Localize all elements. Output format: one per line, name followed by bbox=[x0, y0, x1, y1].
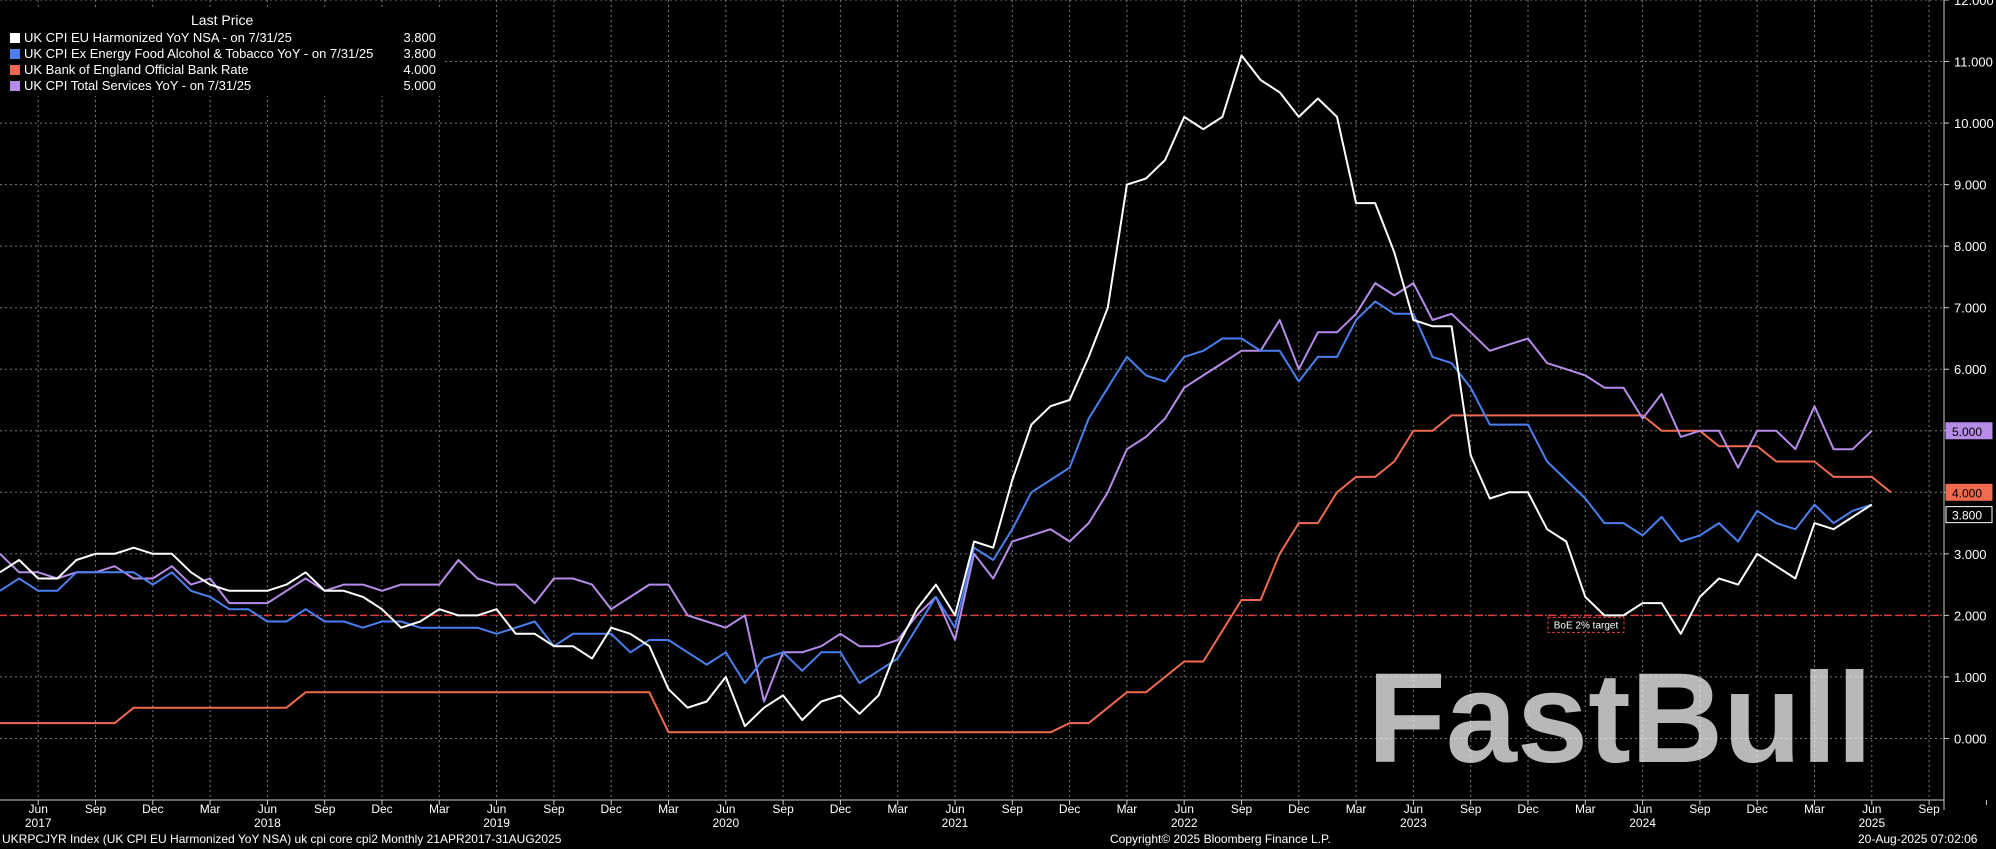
x-tick-label: Jun bbox=[716, 802, 735, 816]
x-tick-label: Dec bbox=[1517, 802, 1538, 816]
x-year-label: 2021 bbox=[942, 816, 969, 830]
x-tick-label: Sep bbox=[1231, 802, 1253, 816]
x-year-label: 2020 bbox=[712, 816, 739, 830]
series-lines bbox=[0, 54, 1892, 734]
last-value-tag bbox=[1945, 483, 1993, 501]
y-axis-background bbox=[1944, 0, 1996, 830]
y-tick-label: 3.000 bbox=[1954, 547, 1987, 562]
x-tick-label: Sep bbox=[543, 802, 565, 816]
last-value-tag-text: 4.000 bbox=[1952, 486, 1982, 500]
legend-label: UK CPI EU Harmonized YoY NSA - on 7/31/2… bbox=[24, 30, 292, 45]
legend-item-hicp[interactable]: UK CPI EU Harmonized YoY NSA - on 7/31/2… bbox=[4, 30, 436, 45]
y-tick-label: 10.000 bbox=[1954, 116, 1994, 131]
legend-item-services-cpi[interactable]: UK CPI Total Services YoY - on 7/31/25 5… bbox=[4, 78, 436, 93]
x-tick-label: Mar bbox=[1575, 802, 1596, 816]
y-tick-label: 8.000 bbox=[1954, 239, 1987, 254]
x-tick-label: Jun bbox=[29, 802, 48, 816]
grid-lines bbox=[0, 0, 1987, 800]
x-tick-label: Dec bbox=[830, 802, 851, 816]
y-tick-label: 12.000 bbox=[1954, 0, 1994, 8]
x-year-label: 2022 bbox=[1171, 816, 1198, 830]
footer-timestamp: 20-Aug-2025 07:02:06 bbox=[1858, 832, 1978, 846]
x-tick-label: Sep bbox=[1002, 802, 1024, 816]
boe-target-label-box bbox=[1547, 616, 1625, 633]
last-value-tag-text: 3.800 bbox=[1952, 509, 1982, 523]
series-line bbox=[0, 414, 1892, 734]
x-tick-label: Jun bbox=[1404, 802, 1423, 816]
x-tick-label: Mar bbox=[1117, 802, 1138, 816]
legend-label: UK Bank of England Official Bank Rate bbox=[24, 62, 249, 77]
y-tick-label: 6.000 bbox=[1954, 362, 1987, 377]
y-tick-label: 11.000 bbox=[1954, 55, 1993, 70]
legend: Last Price UK CPI EU Harmonized YoY NSA … bbox=[0, 8, 442, 96]
y-tick-label: 7.000 bbox=[1954, 301, 1987, 316]
x-year-label: 2023 bbox=[1400, 816, 1427, 830]
x-tick-label: Jun bbox=[487, 802, 506, 816]
x-tick-label: Sep bbox=[772, 802, 794, 816]
x-tick-label: Mar bbox=[429, 802, 450, 816]
y-tick-label: 0.000 bbox=[1954, 731, 1987, 746]
legend-item-core-cpi[interactable]: UK CPI Ex Energy Food Alcohol & Tobacco … bbox=[4, 46, 436, 61]
watermark: FastBull bbox=[1368, 647, 1873, 790]
y-tick-label: 9.000 bbox=[1954, 178, 1987, 193]
x-tick-label: Dec bbox=[1288, 802, 1309, 816]
footer-ticker: UKRPCJYR Index (UK CPI EU Harmonized YoY… bbox=[2, 832, 562, 846]
x-tick-label: Mar bbox=[1346, 802, 1367, 816]
x-tick-label: Sep bbox=[1689, 802, 1711, 816]
last-value-tag bbox=[1945, 506, 1993, 524]
x-tick-label: Sep bbox=[314, 802, 336, 816]
legend-swatch bbox=[10, 65, 20, 75]
x-tick-label: Jun bbox=[1175, 802, 1194, 816]
y-tick-label: 2.000 bbox=[1954, 608, 1987, 623]
legend-item-bank-rate[interactable]: UK Bank of England Official Bank Rate 4.… bbox=[4, 62, 436, 77]
x-tick-label: Jun bbox=[258, 802, 277, 816]
x-tick-label: Mar bbox=[200, 802, 221, 816]
y-tick-label: 1.000 bbox=[1954, 670, 1987, 685]
legend-label: UK CPI Total Services YoY - on 7/31/25 bbox=[24, 78, 252, 93]
x-tick-label: Dec bbox=[601, 802, 622, 816]
x-tick-label: Mar bbox=[887, 802, 908, 816]
last-value-tags: 5.000 4.000 3.800 bbox=[1945, 422, 1993, 524]
x-tick-label: Mar bbox=[1804, 802, 1825, 816]
x-tick-label: Dec bbox=[1747, 802, 1768, 816]
x-year-label: 2024 bbox=[1629, 816, 1656, 830]
x-tick-label: Mar bbox=[658, 802, 679, 816]
x-tick-label: Jun bbox=[1862, 802, 1881, 816]
legend-value: 4.000 bbox=[403, 62, 436, 77]
x-year-label: 2018 bbox=[254, 816, 281, 830]
legend-swatch bbox=[10, 33, 20, 43]
last-value-tag-text: 5.000 bbox=[1952, 425, 1982, 439]
x-tick-label: Dec bbox=[142, 802, 163, 816]
x-year-label: 2025 bbox=[1858, 816, 1885, 830]
legend-value: 3.800 bbox=[403, 46, 436, 61]
x-tick-label: Sep bbox=[1460, 802, 1482, 816]
x-tick-label: Jun bbox=[1633, 802, 1652, 816]
legend-swatch bbox=[10, 81, 20, 91]
x-tick-label: Dec bbox=[1059, 802, 1080, 816]
boe-target-label: BoE 2% target bbox=[1554, 620, 1619, 631]
x-year-label: 2017 bbox=[25, 816, 52, 830]
series-line bbox=[0, 300, 1873, 685]
legend-label: UK CPI Ex Energy Food Alcohol & Tobacco … bbox=[24, 46, 374, 61]
legend-swatch bbox=[10, 49, 20, 59]
x-tick-label: Jun bbox=[945, 802, 964, 816]
series-line bbox=[0, 54, 1873, 728]
x-tick-label: Sep bbox=[85, 802, 107, 816]
x-tick-label: Dec bbox=[371, 802, 392, 816]
x-year-label: 2019 bbox=[483, 816, 510, 830]
last-value-tag bbox=[1945, 422, 1993, 440]
x-tick-label: Sep bbox=[1918, 802, 1940, 816]
legend-heading: Last Price bbox=[191, 12, 254, 28]
legend-value: 3.800 bbox=[403, 30, 436, 45]
y-axis: 0.000 1.000 2.000 3.000 4.000 5.000 6.000 7.000… bbox=[1943, 0, 1996, 830]
legend-value: 5.000 bbox=[403, 78, 436, 93]
footer-copyright: Copyright© 2025 Bloomberg Finance L.P. bbox=[1110, 832, 1331, 846]
